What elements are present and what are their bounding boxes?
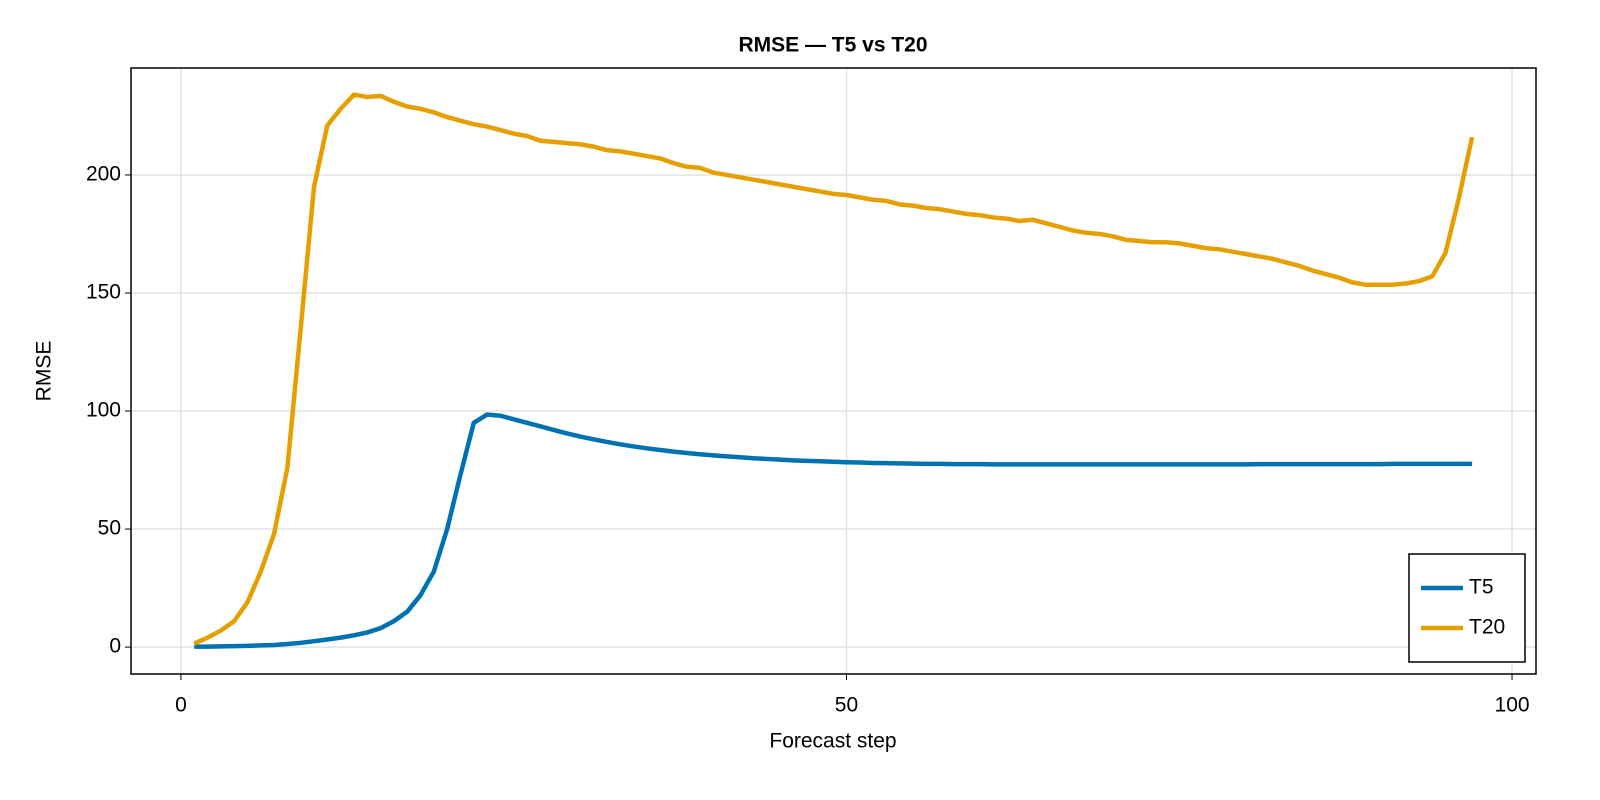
legend-label: T5 [1469,576,1494,599]
x-tick-label: 100 [1495,694,1530,717]
line-series [193,92,1475,646]
y-axis-label: RMSE [33,341,56,402]
y-tick-label: 100 [86,399,121,422]
y-tick-label: 0 [109,635,121,658]
line-series [194,412,1473,649]
x-tick-label: 50 [835,694,858,717]
chart-title: RMSE — T5 vs T20 [738,34,927,57]
plot-frame [130,67,1537,675]
x-tick-label: 0 [175,694,187,717]
x-axis-label: Forecast step [769,730,896,753]
y-tick-label: 150 [86,281,121,304]
y-tick-label: 200 [86,162,121,185]
y-tick-label: 50 [98,517,121,540]
legend-box [1408,553,1526,663]
legend-label: T20 [1469,616,1505,639]
